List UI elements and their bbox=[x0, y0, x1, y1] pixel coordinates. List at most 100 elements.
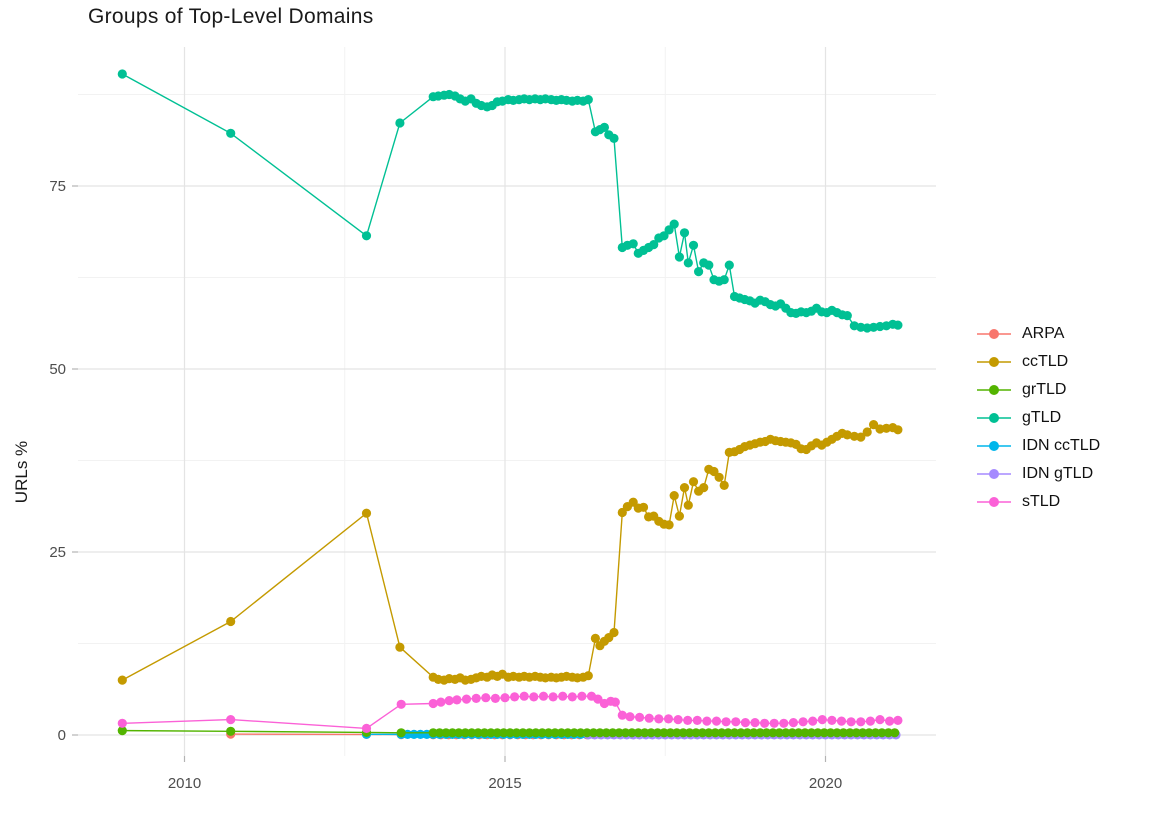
series-stld-point bbox=[519, 691, 529, 701]
series-grtld-point bbox=[877, 728, 887, 738]
series-stld-point bbox=[875, 715, 885, 725]
series-stld-point bbox=[548, 692, 558, 702]
series-grtld-point bbox=[428, 728, 438, 738]
series-grtld-point bbox=[646, 728, 656, 738]
gridlines-minor bbox=[78, 47, 936, 756]
series-grtld-point bbox=[806, 728, 817, 738]
series-grtld-point bbox=[819, 728, 829, 738]
series-stld-point bbox=[808, 716, 818, 726]
series-grtld-point bbox=[614, 728, 624, 738]
series-stld-point bbox=[436, 697, 446, 707]
series-cctld-point bbox=[719, 480, 729, 490]
y-axis-title: URLs % bbox=[12, 440, 31, 504]
series-grtld-point bbox=[441, 728, 451, 738]
legend-key-arpa-icon bbox=[977, 329, 1011, 339]
series-stld-point bbox=[490, 693, 500, 704]
x-axis-tick-label: 2015 bbox=[488, 775, 521, 792]
legend-item-grtld: grTLD bbox=[975, 376, 1100, 404]
series-cctld-point bbox=[893, 425, 903, 435]
series-gtld-point bbox=[674, 252, 685, 262]
series-stld-point bbox=[788, 718, 799, 728]
chart-title: Groups of Top-Level Domains bbox=[88, 5, 374, 28]
y-axis-tick-label: 75 bbox=[49, 178, 66, 195]
series-cctld-point bbox=[856, 432, 866, 442]
series-grtld-point bbox=[435, 728, 445, 738]
series-grtld-point bbox=[685, 728, 695, 738]
legend-item-idn-gtld: IDN gTLD bbox=[975, 460, 1100, 488]
series-grtld-point bbox=[723, 728, 733, 738]
series-gtld-point bbox=[719, 275, 729, 285]
series-cctld-point bbox=[669, 491, 679, 501]
series-stld-point bbox=[593, 694, 603, 704]
series-gtld-point bbox=[583, 95, 593, 105]
series-gtld-point bbox=[226, 128, 236, 138]
series-stld-point bbox=[428, 698, 438, 709]
series-cctld-point bbox=[590, 633, 601, 644]
series-grtld-point bbox=[117, 726, 127, 736]
series-grtld-point bbox=[704, 728, 714, 738]
series-grtld-point bbox=[569, 728, 579, 738]
series-cctld-point bbox=[714, 472, 724, 482]
series-grtld-point bbox=[749, 728, 759, 738]
series-stld-point bbox=[577, 691, 587, 701]
series-stld-point bbox=[692, 715, 702, 726]
series-grtld-point bbox=[595, 728, 605, 738]
series-cctld bbox=[117, 420, 903, 685]
series-stld-point bbox=[471, 693, 481, 704]
series-stld-point bbox=[610, 697, 620, 707]
series-grtld-point bbox=[479, 728, 490, 738]
series-stld-point bbox=[396, 699, 406, 709]
series-gtld-point bbox=[649, 240, 659, 250]
series-stld-point bbox=[731, 717, 741, 727]
series-grtld-point bbox=[838, 728, 849, 738]
series-grtld-point bbox=[601, 728, 611, 738]
series-stld-point bbox=[836, 716, 847, 726]
legend: ARPA ccTLD grTLD gTLD IDN ccTLD IDN gTLD sTLD bbox=[975, 320, 1100, 516]
series-grtld-point bbox=[544, 728, 554, 738]
y-axis-tick-label: 50 bbox=[49, 361, 66, 378]
series-grtld bbox=[117, 726, 900, 738]
series-cctld-point bbox=[664, 520, 674, 530]
series-gtld bbox=[117, 69, 903, 333]
series-stld-point bbox=[683, 715, 693, 726]
series-grtld-point bbox=[768, 728, 778, 738]
series-stld-point bbox=[509, 692, 520, 702]
series-grtld-point bbox=[659, 728, 669, 738]
legend-label: IDN gTLD bbox=[1022, 465, 1094, 482]
series-stld-point bbox=[538, 691, 549, 701]
series-grtld-point bbox=[761, 728, 772, 738]
series-stld-point bbox=[740, 718, 751, 728]
series-grtld-point bbox=[755, 728, 765, 738]
series-stld-point bbox=[846, 717, 856, 727]
series-gtld-point bbox=[724, 260, 734, 270]
series-grtld-point bbox=[864, 728, 874, 738]
y-axis-tick-label: 0 bbox=[58, 727, 66, 744]
series-grtld-point bbox=[396, 728, 406, 738]
series-grtld-point bbox=[813, 728, 823, 738]
series-stld-point bbox=[721, 717, 731, 727]
series-grtld-point bbox=[447, 728, 457, 738]
series-gtld-point bbox=[683, 258, 693, 268]
y-axis-tick-label: 25 bbox=[49, 544, 66, 561]
series-cctld-point bbox=[395, 642, 405, 652]
series-cctld-point bbox=[674, 511, 685, 521]
series-stld-point bbox=[798, 717, 808, 727]
series-grtld-point bbox=[717, 728, 727, 738]
series-stld-point bbox=[779, 718, 789, 728]
series-stld-point bbox=[461, 694, 472, 704]
legend-label: ARPA bbox=[1022, 325, 1065, 342]
series-grtld-point bbox=[576, 728, 586, 738]
series-grtld-point bbox=[531, 728, 541, 738]
series-grtld-point bbox=[550, 728, 560, 738]
series-stld-point bbox=[893, 715, 903, 726]
series-stld-point bbox=[625, 712, 635, 722]
series-grtld-point bbox=[742, 728, 752, 738]
series-grtld-point bbox=[845, 728, 855, 738]
series-cctld-point bbox=[226, 616, 236, 627]
series-stld-point bbox=[885, 716, 895, 726]
series-grtld-point bbox=[794, 728, 804, 738]
series-stld-point bbox=[750, 718, 760, 728]
series-grtld-point bbox=[460, 728, 470, 738]
series-gtld-point bbox=[628, 239, 638, 249]
